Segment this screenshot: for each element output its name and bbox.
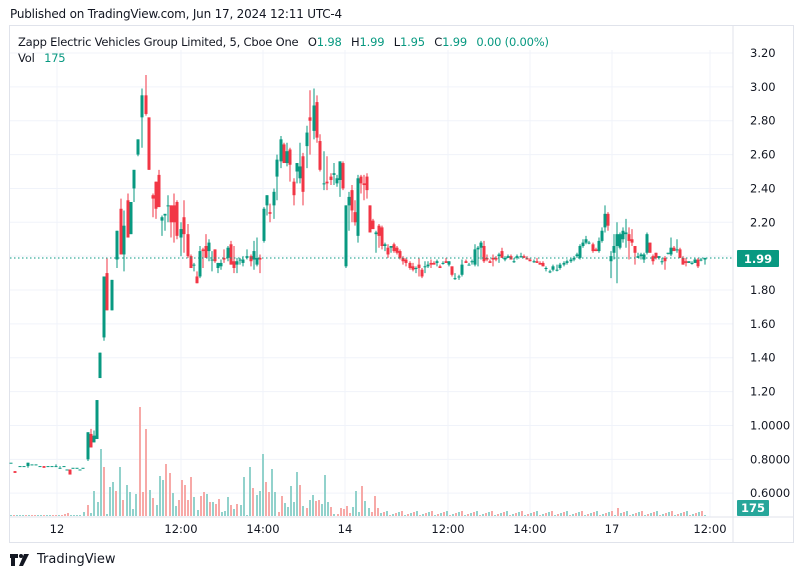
close-label: C: [434, 35, 443, 49]
svg-text:175: 175: [741, 501, 765, 515]
low-value: 1.95: [400, 35, 425, 49]
tradingview-logo[interactable]: TradingView: [10, 552, 116, 567]
time-tick-label: 14: [338, 522, 353, 536]
high-value: 1.99: [359, 35, 385, 49]
time-tick-label: 14:00: [513, 522, 546, 536]
volume-label: Vol: [18, 51, 35, 65]
time-tick-label: 14:00: [246, 522, 279, 536]
high-label: H: [351, 35, 360, 49]
price-tick-label: 2.60: [750, 148, 776, 162]
price-tick-label: 1.60: [750, 317, 776, 331]
last-price-badge: 1.99: [737, 250, 779, 267]
tradingview-logo-icon: [10, 553, 29, 566]
price-tick-label: 3.00: [750, 80, 776, 94]
open-value: 1.98: [316, 35, 342, 49]
svg-text:1.99: 1.99: [744, 252, 772, 266]
price-tick-label: 1.20: [750, 385, 776, 399]
price-axis[interactable]: 3.20 3.00 2.80 2.60 2.40 2.20 1.80 1.60 1.40 1.20…: [750, 46, 790, 500]
volume-value: 175: [44, 51, 66, 65]
grid-lines: [10, 26, 793, 542]
volume-row: Vol 175: [18, 50, 549, 66]
change-value: 0.00 (0.00%): [476, 35, 549, 49]
low-label: L: [393, 35, 400, 49]
ohlc-row: Zapp Electric Vehicles Group Limited, 5,…: [18, 34, 549, 50]
time-tick-label: 12:00: [431, 522, 464, 536]
time-tick-label: 17: [605, 522, 620, 536]
price-tick-label: 0.8000: [750, 452, 790, 466]
price-tick-label: 1.80: [750, 283, 776, 297]
close-value: 1.99: [442, 35, 467, 49]
price-tick-label: 2.20: [750, 215, 776, 229]
price-tick-label: 2.40: [750, 181, 776, 195]
candlesticks: [9, 75, 707, 475]
last-volume-badge: 175: [737, 500, 769, 516]
chart-frame: [9, 25, 794, 543]
time-tick-label: 12:00: [164, 522, 197, 536]
symbol-title[interactable]: Zapp Electric Vehicles Group Limited, 5,…: [18, 35, 299, 49]
price-tick-label: 2.80: [750, 114, 776, 128]
price-tick-label: 3.20: [750, 46, 776, 60]
time-axis[interactable]: 12 12:00 14:00 14 12:00 14:00 17 12:00: [50, 522, 727, 536]
time-tick-label: 12:00: [693, 522, 726, 536]
price-tick-label: 1.40: [750, 351, 776, 365]
published-caption: Published on TradingView.com, Jun 17, 20…: [10, 7, 342, 21]
volume-bars: [10, 407, 706, 516]
time-tick-label: 12: [50, 522, 65, 536]
price-tick-label: 0.6000: [750, 486, 790, 500]
open-label: O: [307, 35, 317, 49]
chart-legend: Zapp Electric Vehicles Group Limited, 5,…: [18, 34, 549, 66]
brand-name: TradingView: [37, 552, 116, 567]
price-tick-label: 1.0000: [750, 418, 790, 432]
